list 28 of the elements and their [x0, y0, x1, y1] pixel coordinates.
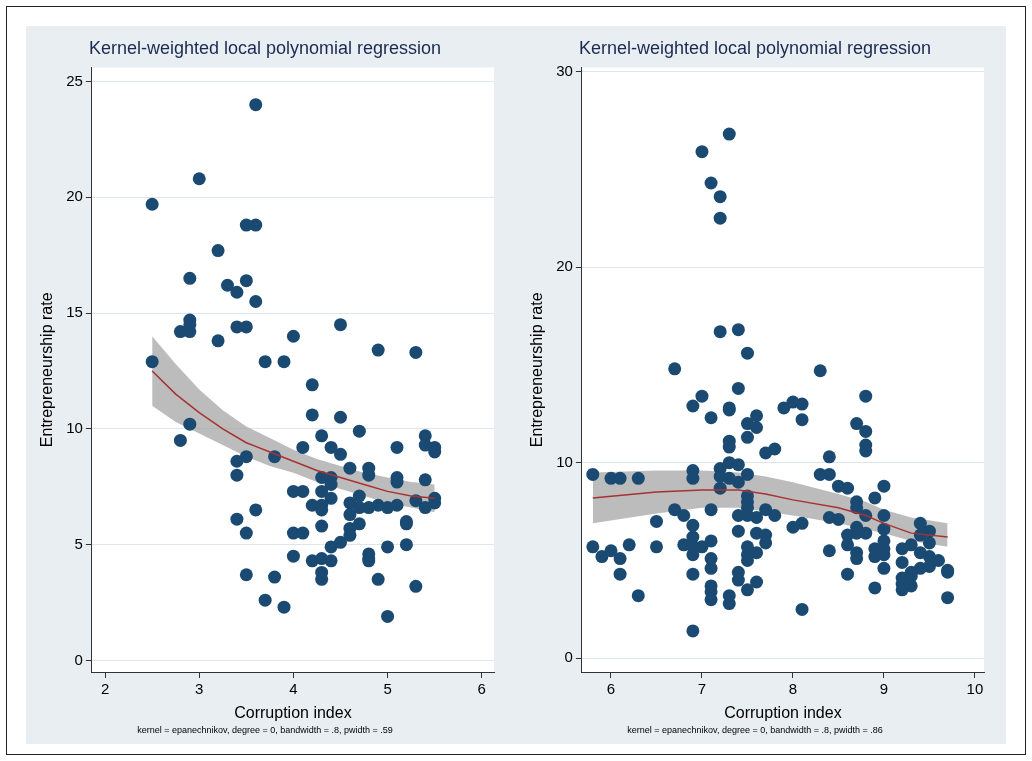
- y-tick-label: 15: [66, 303, 83, 321]
- y-tick-label: 5: [74, 534, 83, 552]
- x-tick-label: 4: [289, 680, 298, 698]
- y-tick-label: 20: [556, 257, 573, 275]
- x-tick-label: 5: [383, 680, 392, 698]
- y-axis-title: Entrepreneurship rate: [38, 292, 56, 448]
- x-tick-label: 3: [195, 680, 204, 698]
- y-tick-label: 25: [66, 71, 83, 89]
- y-axis-title: Entrepreneurship rate: [528, 292, 546, 448]
- x-tick-label: 8: [788, 680, 798, 698]
- x-tick-label: 10: [966, 680, 984, 698]
- y-tick-label: 30: [556, 61, 573, 79]
- chart-title: Kernel-weighted local polynomial regression: [88, 37, 442, 58]
- y-tick-label: 0: [564, 648, 573, 666]
- x-tick-label: 9: [879, 680, 889, 698]
- y-tick-label: 0: [74, 650, 83, 668]
- x-tick-label: 6: [477, 680, 486, 698]
- x-axis-title: Corruption index: [234, 704, 352, 722]
- x-axis-title: Corruption index: [724, 704, 842, 722]
- y-tick-label: 20: [66, 187, 83, 205]
- x-tick-label: 6: [606, 680, 616, 698]
- x-tick-label: 7: [697, 680, 707, 698]
- text: kernel = epanechnikov, degree = 0, bandwidth = .8, pwidth = .59: [137, 725, 393, 736]
- y-tick-label: 10: [66, 418, 83, 436]
- chart-title: Kernel-weighted local polynomial regression: [578, 37, 932, 58]
- text: kernel = epanechnikov, degree = 0, bandwidth = .8, pwidth = .86: [627, 725, 883, 736]
- x-tick-label: 2: [100, 680, 110, 698]
- y-tick-label: 10: [556, 452, 573, 470]
